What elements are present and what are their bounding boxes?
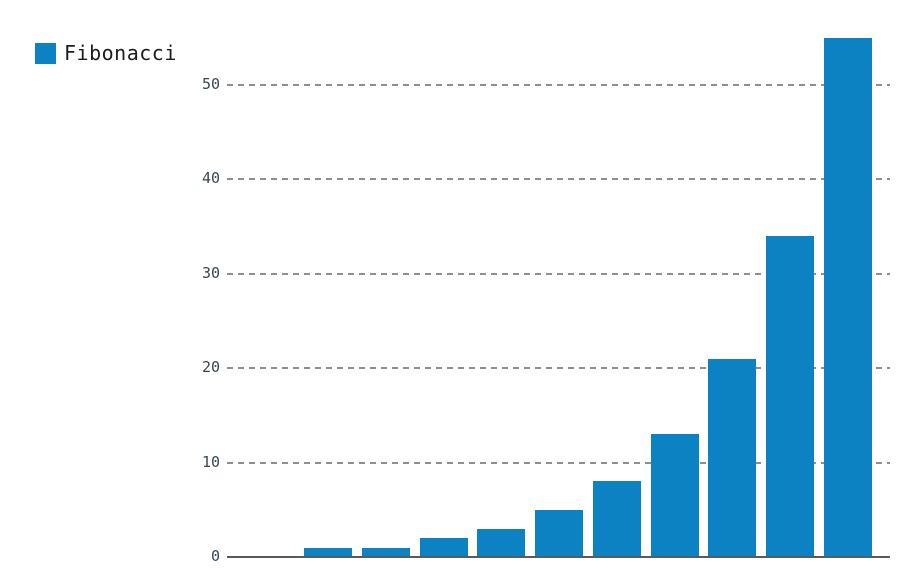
y-tick-label-30: 30 — [201, 263, 220, 282]
bar-9 — [766, 236, 815, 557]
legend-label: Fibonacci — [64, 41, 177, 65]
bar-10 — [824, 37, 873, 557]
bar-2 — [361, 547, 410, 557]
bar-3 — [419, 538, 468, 557]
y-tick-label-20: 20 — [201, 358, 220, 377]
legend-swatch-icon — [35, 42, 56, 64]
bar-8 — [708, 358, 757, 557]
gridline-40 — [227, 178, 890, 181]
y-tick-label-50: 50 — [201, 75, 220, 93]
x-axis-line — [227, 556, 890, 558]
y-tick-label-10: 10 — [201, 452, 220, 471]
bar-6 — [592, 481, 641, 557]
y-tick-label-0: 0 — [210, 547, 220, 565]
gridline-20 — [227, 367, 890, 370]
bar-1 — [304, 547, 352, 557]
bar-4 — [477, 528, 526, 557]
gridline-30 — [227, 272, 890, 275]
gridline-10 — [227, 461, 890, 464]
legend: Fibonacci — [35, 41, 177, 65]
y-tick-label-40: 40 — [201, 169, 220, 188]
bar-5 — [535, 509, 584, 557]
gridline-50 — [227, 84, 890, 86]
bar-7 — [650, 434, 699, 557]
